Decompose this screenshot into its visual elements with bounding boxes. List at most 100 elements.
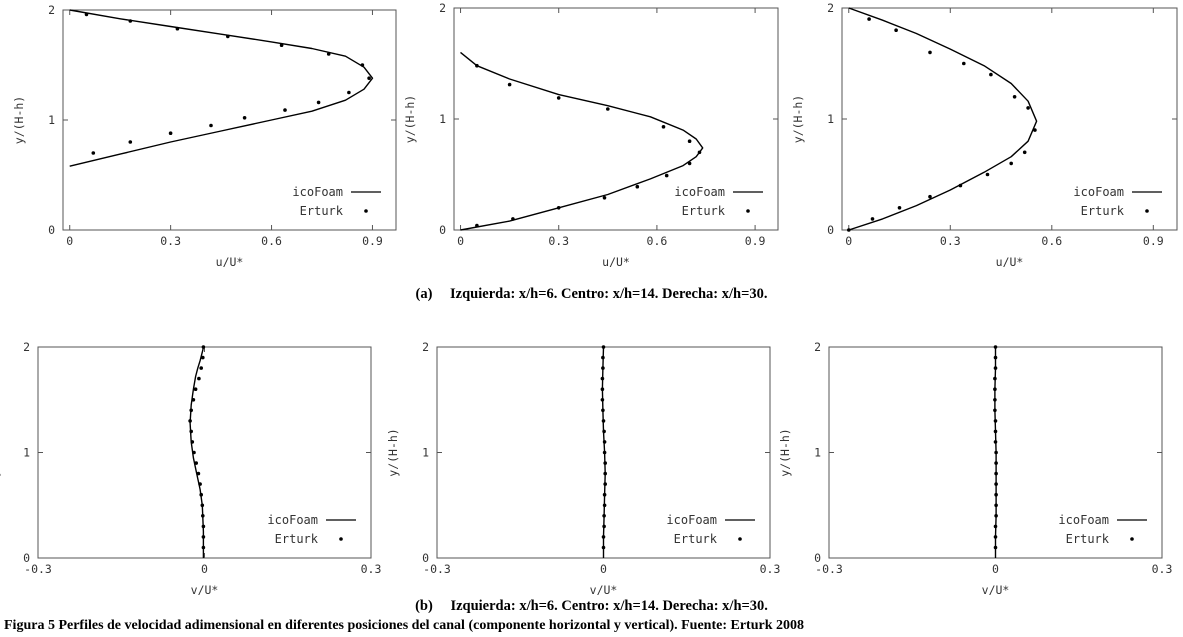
- data-point-Erturk: [602, 524, 606, 529]
- data-point-Erturk: [128, 19, 133, 23]
- data-point-Erturk: [993, 345, 998, 349]
- x-tick-label: 0.3: [548, 234, 569, 248]
- y-axis-label: y/(H-h): [403, 95, 417, 143]
- data-point-Erturk: [993, 419, 998, 423]
- x-tick-label: -0.3: [423, 562, 451, 576]
- data-point-Erturk: [600, 376, 605, 381]
- data-point-Erturk: [993, 366, 998, 370]
- data-point-Erturk: [602, 503, 607, 508]
- data-point-Erturk: [993, 376, 997, 381]
- data-point-Erturk: [475, 223, 479, 228]
- x-tick-label: 0.9: [362, 234, 383, 248]
- data-point-Erturk: [661, 125, 666, 129]
- y-tick-label: 2: [827, 1, 834, 15]
- data-point-Erturk: [196, 471, 201, 476]
- data-point-Erturk: [200, 503, 205, 508]
- data-point-Erturk: [602, 514, 606, 518]
- x-tick-label: 0.3: [160, 234, 181, 248]
- data-point-Erturk: [870, 217, 875, 221]
- data-point-Erturk: [199, 366, 203, 370]
- data-point-Erturk: [989, 72, 993, 77]
- x-tick-label: -0.3: [815, 562, 843, 576]
- data-point-Erturk: [201, 514, 205, 518]
- data-point-Erturk: [697, 150, 702, 155]
- data-point-Erturk: [367, 76, 371, 80]
- x-tick-label: 0: [845, 234, 852, 248]
- data-point-Erturk: [602, 492, 607, 497]
- data-point-Erturk: [191, 398, 196, 402]
- data-point-Erturk: [601, 366, 605, 370]
- caption-b-text: Izquierda: x/h=6. Centro: x/h=14. Derech…: [450, 598, 768, 614]
- data-point-Erturk: [188, 419, 192, 423]
- data-point-Erturk: [201, 345, 206, 349]
- legend-label: icoFoam: [1058, 513, 1109, 527]
- x-axis-label: v/U*: [982, 583, 1010, 597]
- data-point-Erturk: [601, 535, 606, 539]
- data-point-Erturk: [664, 173, 669, 178]
- data-point-Erturk: [475, 63, 479, 68]
- data-point-Erturk: [994, 503, 998, 508]
- x-axis-label: v/U*: [191, 583, 219, 597]
- data-point-Erturk: [635, 184, 640, 189]
- data-point-Erturk: [1009, 161, 1013, 166]
- data-point-Erturk: [867, 17, 871, 21]
- y-tick-label: 0: [422, 551, 429, 565]
- data-point-Erturk: [603, 461, 607, 465]
- caption-b: (b) Izquierda: x/h=6. Centro: x/h=14. De…: [0, 598, 1183, 615]
- data-point-Erturk: [687, 139, 692, 143]
- data-point-Erturk: [994, 471, 998, 476]
- x-tick-label: 0.9: [745, 234, 766, 248]
- data-point-Erturk: [928, 50, 932, 55]
- y-tick-label: 0: [814, 551, 821, 565]
- data-point-Erturk: [511, 217, 515, 221]
- y-tick-label: 0: [439, 223, 446, 237]
- data-point-Erturk: [91, 151, 96, 155]
- y-axis-label: y/(H-h): [778, 428, 792, 476]
- data-point-Erturk: [360, 63, 365, 67]
- y-tick-label: 2: [814, 340, 821, 354]
- x-tick-label: 0.9: [1143, 234, 1164, 248]
- plot-frame: [453, 7, 779, 231]
- data-point-Erturk: [1022, 150, 1027, 155]
- data-point-Erturk: [958, 183, 963, 188]
- x-tick-label: 0.3: [760, 562, 781, 576]
- data-point-Erturk: [1012, 95, 1017, 99]
- data-point-Erturk: [606, 107, 610, 111]
- data-point-Erturk: [994, 450, 998, 455]
- data-point-Erturk: [600, 387, 605, 392]
- figure-caption: Figura 5 Perfiles de velocidad adimensio…: [4, 618, 804, 633]
- y-tick-label: 1: [48, 113, 55, 127]
- y-tick-label: 2: [439, 1, 446, 15]
- data-point-Erturk: [994, 461, 998, 465]
- legend-label: Erturk: [275, 532, 319, 546]
- data-point-Erturk: [601, 419, 606, 423]
- data-point-Erturk: [189, 408, 193, 413]
- x-tick-label: 0: [201, 562, 208, 576]
- legend-label: icoFoam: [1073, 185, 1124, 199]
- x-axis-label: v/U*: [590, 583, 618, 597]
- data-point-Erturk: [198, 482, 202, 486]
- x-axis-label: u/U*: [996, 255, 1024, 269]
- data-point-Erturk: [993, 398, 997, 402]
- data-point-Erturk: [556, 96, 561, 100]
- data-point-Erturk: [687, 161, 692, 166]
- data-point-Erturk: [279, 43, 284, 47]
- x-axis-label: u/U*: [602, 255, 630, 269]
- data-point-Erturk: [994, 482, 998, 486]
- y-axis-label: y/(H-h): [791, 95, 805, 143]
- data-point-Erturk: [84, 12, 89, 17]
- y-axis-label: y/(H-h): [386, 428, 400, 476]
- data-point-Erturk: [128, 140, 133, 144]
- caption-a-text: Izquierda: x/h=6. Centro: x/h=14. Derech…: [450, 286, 768, 302]
- x-tick-label: 0.6: [261, 234, 282, 248]
- y-tick-label: 0: [827, 223, 834, 237]
- data-point-Erturk: [603, 471, 607, 476]
- y-tick-label: 1: [439, 112, 446, 126]
- plot-frame: [841, 7, 1178, 231]
- data-point-Erturk: [194, 461, 198, 465]
- data-point-Erturk: [326, 52, 331, 56]
- series-line-icoFoam: [848, 7, 1038, 231]
- x-axis-label: u/U*: [216, 255, 244, 269]
- legend-marker-sample: [746, 209, 750, 213]
